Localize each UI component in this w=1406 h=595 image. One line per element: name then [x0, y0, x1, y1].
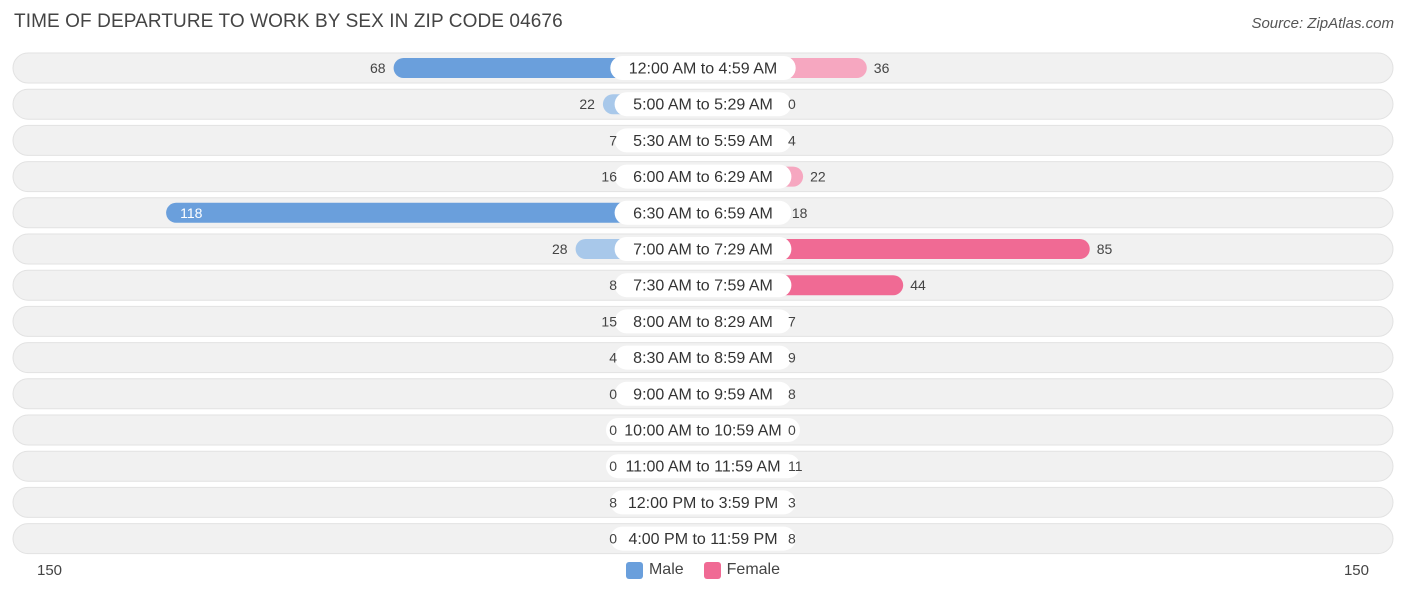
category-label: 7:00 AM to 7:29 AM	[633, 242, 773, 259]
legend-swatch-female	[703, 561, 721, 579]
male-value-label: 0	[609, 531, 617, 547]
category-label: 8:00 AM to 8:29 AM	[633, 314, 773, 331]
category-label-bg	[606, 418, 800, 442]
female-value-label: 8	[788, 386, 796, 402]
category-label: 8:30 AM to 8:59 AM	[633, 350, 773, 367]
axis-tick-left: 150	[37, 562, 63, 579]
category-label-bg	[614, 237, 792, 261]
male-value-label: 0	[609, 422, 617, 438]
legend-label-male: Male	[648, 561, 684, 578]
female-value-label: 0	[788, 422, 796, 438]
female-value-label: 0	[788, 96, 796, 112]
category-label-bg	[610, 56, 796, 80]
male-value-label: 8	[609, 494, 617, 510]
female-value-label: 7	[788, 313, 796, 329]
female-value-label: 9	[788, 350, 796, 366]
female-value-label: 85	[1097, 241, 1113, 257]
category-label: 5:00 AM to 5:29 AM	[633, 97, 773, 114]
female-value-label: 44	[910, 277, 926, 293]
category-label-bg	[614, 309, 792, 334]
male-value-label: 15	[601, 313, 617, 329]
category-label: 6:00 AM to 6:29 AM	[633, 169, 773, 186]
female-value-label: 18	[792, 205, 808, 221]
category-label: 11:00 AM to 11:59 AM	[625, 459, 780, 476]
female-value-label: 4	[788, 132, 796, 148]
female-value-label: 11	[788, 458, 803, 474]
category-label: 10:00 AM to 10:59 AM	[624, 423, 781, 440]
male-value-label: 22	[579, 96, 595, 112]
female-value-label: 36	[874, 60, 890, 76]
category-label-bg	[614, 164, 792, 189]
source-label: Source: ZipAtlas.com	[1251, 15, 1394, 32]
female-value-label: 22	[810, 169, 826, 185]
category-label-bg	[614, 381, 792, 406]
category-label-bg	[610, 526, 796, 551]
male-value-label: 0	[609, 386, 617, 402]
category-label-bg	[606, 454, 800, 479]
male-value-label: 8	[609, 277, 617, 293]
category-label: 9:00 AM to 9:59 AM	[633, 386, 773, 403]
male-value-label: 28	[552, 241, 568, 257]
category-label: 6:30 AM to 6:59 AM	[633, 205, 773, 222]
male-value-label: 118	[180, 205, 203, 221]
male-value-label: 0	[609, 458, 617, 474]
female-value-label: 3	[788, 494, 796, 510]
axis-tick-right: 150	[1343, 562, 1369, 579]
category-label: 12:00 PM to 3:59 PM	[628, 495, 778, 512]
category-label: 5:30 AM to 5:59 AM	[633, 133, 773, 150]
category-label-bg	[614, 273, 792, 298]
male-value-label: 4	[609, 350, 617, 366]
category-label-bg	[614, 200, 792, 225]
male-value-label: 68	[370, 60, 386, 76]
category-label-bg	[614, 128, 792, 153]
legend-swatch-male	[625, 561, 643, 579]
category-label: 12:00 AM to 4:59 AM	[629, 61, 778, 78]
female-value-label: 8	[788, 531, 796, 547]
legend-item-female: Female	[703, 561, 781, 579]
chart-title: TIME OF DEPARTURE TO WORK BY SEX IN ZIP …	[14, 11, 563, 32]
male-bar	[166, 202, 704, 223]
category-label: 4:00 PM to 11:59 PM	[628, 531, 777, 548]
category-label-bg	[614, 345, 792, 370]
category-label-bg	[610, 490, 796, 515]
male-value-label: 16	[601, 169, 617, 185]
female-bar	[703, 239, 1090, 259]
category-label-bg	[614, 92, 792, 117]
category-label: 7:30 AM to 7:59 AM	[633, 278, 773, 295]
male-value-label: 7	[609, 132, 617, 148]
legend-label-female: Female	[726, 561, 781, 578]
legend-item-male: Male	[625, 561, 684, 579]
legend: Male Female	[0, 561, 1406, 579]
